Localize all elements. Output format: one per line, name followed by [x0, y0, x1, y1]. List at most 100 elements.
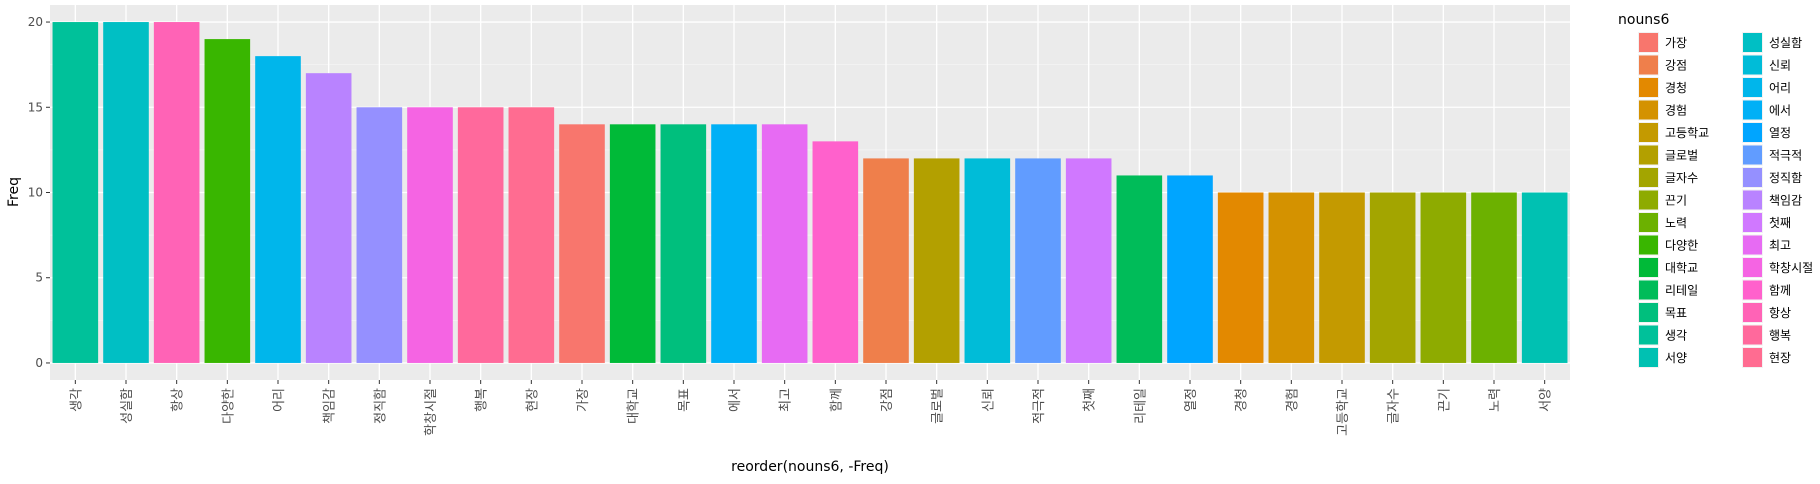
- legend-label: 다양한: [1665, 239, 1698, 253]
- x-tick-label: 학창시절: [424, 388, 439, 436]
- legend-label: 항상: [1769, 306, 1791, 320]
- legend-label: 글자수: [1665, 171, 1698, 185]
- x-tick-label: 끈기: [1437, 388, 1452, 412]
- legend-swatch: [1743, 145, 1762, 165]
- x-tick-label: 항상: [171, 388, 186, 412]
- x-tick-label: 성실함: [120, 388, 135, 424]
- x-tick-label: 리테일: [1133, 388, 1148, 424]
- x-tick-label: 열정: [1184, 388, 1199, 412]
- legend-swatch: [1639, 100, 1658, 120]
- bar-신뢰: [964, 158, 1011, 363]
- x-tick-label: 책임감: [323, 388, 338, 424]
- legend-swatch: [1743, 303, 1762, 322]
- bar-정직함: [356, 107, 403, 363]
- y-tick-label: 20: [28, 15, 43, 29]
- legend-swatch: [1639, 145, 1658, 165]
- y-tick-label: 0: [35, 356, 43, 370]
- x-tick-label: 생각: [69, 388, 84, 412]
- legend-swatch: [1743, 33, 1762, 52]
- legend-label: 열정: [1769, 126, 1791, 140]
- bar-경험: [1268, 192, 1315, 363]
- x-tick-label: 대학교: [627, 388, 642, 424]
- bar-현장: [508, 107, 555, 363]
- legend-label: 행복: [1769, 328, 1791, 343]
- legend-swatch: [1743, 325, 1762, 345]
- legend-label: 리테일: [1665, 284, 1698, 298]
- y-tick-label: 5: [35, 271, 43, 285]
- legend-label: 글로벌: [1665, 149, 1698, 163]
- bars: [52, 22, 1568, 363]
- bar-최고: [761, 124, 808, 363]
- legend-swatch: [1743, 280, 1762, 300]
- legend-swatch: [1639, 55, 1658, 75]
- legend-label: 강점: [1665, 59, 1687, 73]
- bar-강점: [863, 158, 909, 363]
- x-tick-label: 고등학교: [1336, 388, 1351, 436]
- x-tick-label: 글자수: [1387, 388, 1402, 424]
- x-tick-label: 글로벌: [931, 388, 946, 424]
- x-tick-label: 적극적: [1032, 388, 1047, 424]
- bar-생각: [52, 22, 99, 363]
- y-axis-title: Freq: [6, 177, 22, 207]
- legend-label: 함께: [1769, 284, 1791, 298]
- legend-swatch: [1639, 303, 1658, 322]
- legend-swatch: [1639, 235, 1658, 255]
- legend-swatch: [1639, 213, 1658, 232]
- bar-함께: [812, 141, 859, 363]
- legend-label: 경청: [1665, 81, 1687, 95]
- x-tick-label: 목표: [677, 388, 692, 412]
- bar-항상: [153, 22, 200, 363]
- legend-label: 고등학교: [1665, 126, 1709, 140]
- x-axis-title: reorder(nouns6, -Freq): [731, 459, 889, 475]
- legend-label: 에서: [1769, 104, 1791, 118]
- x-tick-label: 첫째: [1083, 388, 1098, 412]
- legend-swatch: [1639, 168, 1658, 187]
- legend-swatch: [1639, 348, 1658, 367]
- x-tick-label: 행복: [474, 388, 490, 412]
- bar-적극적: [1015, 158, 1061, 363]
- bar-학창시절: [407, 107, 453, 363]
- bar-다양한: [204, 39, 251, 363]
- x-tick-label: 강점: [880, 388, 895, 412]
- legend-label: 정직함: [1769, 171, 1802, 185]
- legend-swatch: [1743, 235, 1762, 255]
- bar-경청: [1217, 192, 1264, 363]
- bar-목표: [660, 124, 707, 363]
- x-tick-label: 경청: [1235, 388, 1250, 412]
- x-tick-label: 에서: [728, 388, 743, 412]
- legend-swatch: [1743, 168, 1762, 187]
- x-tick-label: 노력: [1488, 388, 1503, 412]
- bar-리테일: [1116, 175, 1163, 363]
- legend-label: 현장: [1769, 351, 1791, 365]
- y-tick-label: 10: [28, 186, 43, 200]
- x-tick-label: 최고: [779, 388, 794, 412]
- legend-swatch: [1639, 258, 1658, 277]
- legend-label: 노력: [1665, 216, 1687, 230]
- legend-swatch: [1639, 33, 1658, 52]
- x-axis: 생각 성실함 항상 다양한 어리 책임감 정직함 학창시절 행복 현장 가장 대학교 목표 에서 최고 함께 강…: [69, 380, 1554, 436]
- legend-swatch: [1639, 325, 1658, 345]
- legend-label: 어리: [1769, 81, 1791, 95]
- legend-swatch: [1639, 190, 1658, 210]
- bar-대학교: [609, 124, 656, 363]
- legend-swatch: [1639, 123, 1658, 142]
- bar-책임감: [305, 73, 352, 363]
- bar-성실함: [103, 22, 149, 363]
- legend-swatch: [1743, 258, 1762, 277]
- grid-minor: [50, 64, 1570, 321]
- legend-label: 적극적: [1769, 149, 1802, 163]
- bar-끈기: [1420, 192, 1467, 363]
- x-tick-label: 경험: [1285, 388, 1300, 412]
- legend-title: nouns6: [1618, 12, 1669, 28]
- legend-swatch: [1743, 100, 1762, 120]
- bar-에서: [711, 124, 757, 363]
- bar-고등학교: [1319, 192, 1365, 363]
- y-axis: 0 5 10 15 20: [28, 15, 50, 370]
- legend-label: 끈기: [1665, 194, 1687, 208]
- legend-label: 책임감: [1769, 193, 1802, 208]
- x-tick-label: 현장: [525, 388, 540, 412]
- legend-label: 첫째: [1769, 216, 1791, 230]
- legend-swatch: [1743, 78, 1762, 97]
